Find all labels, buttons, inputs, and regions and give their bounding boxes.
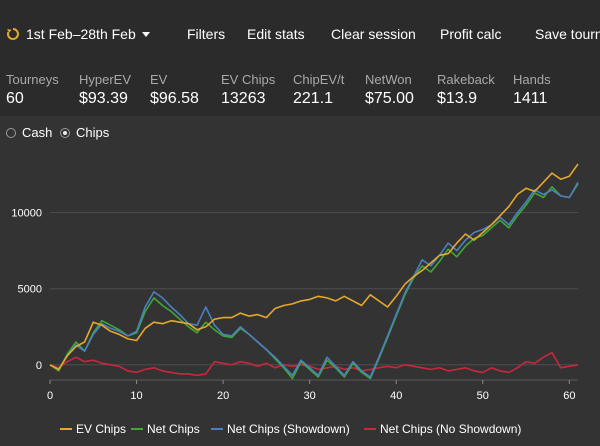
x-tick-label: 30 (304, 390, 316, 402)
radio-label: Chips (76, 125, 110, 140)
clear-session-button[interactable]: Clear session (331, 26, 416, 42)
stat-hyperev: HyperEV $93.39 (79, 72, 131, 108)
stat-value: 1411 (513, 90, 548, 107)
series-line-3 (49, 181, 579, 378)
stat-label: ChipEV/t (293, 72, 345, 87)
chart-svg: 0 5000 10000 0 10 20 30 40 50 60 EV Chips Net Chips… (11, 163, 579, 436)
save-tourn-button[interactable]: Save tourn (535, 26, 600, 42)
date-range-picker[interactable]: 1st Feb–28th Feb (6, 24, 150, 44)
stat-label: HyperEV (79, 72, 132, 87)
toolbar: 1st Feb–28th Feb Filters Edit stats Clea… (0, 0, 600, 66)
x-tick-label: 50 (477, 390, 489, 402)
stat-label: NetWon (365, 72, 412, 87)
stat-value: $75.00 (365, 90, 414, 107)
mode-radio-cash[interactable]: Cash (6, 125, 52, 140)
stat-value: $13.9 (437, 90, 478, 107)
filters-button[interactable]: Filters (187, 26, 226, 42)
profit-calc-button[interactable]: Profit calc (440, 26, 502, 42)
legend-label: Net Chips (No Showdown) (380, 422, 521, 436)
stat-chipev-per-tourney: ChipEV/t 221.1 (293, 72, 344, 108)
legend-label: Net Chips (147, 422, 200, 436)
x-tick-label: 60 (563, 390, 575, 402)
legend-label: Net Chips (Showdown) (227, 422, 350, 436)
y-tick-label: 0 (36, 360, 42, 372)
series-line-1 (49, 163, 579, 371)
mode-selector: Cash Chips (0, 116, 600, 150)
x-tick-label: 10 (130, 390, 142, 402)
x-tick-label: 40 (390, 390, 402, 402)
date-range-label: 1st Feb–28th Feb (26, 26, 136, 42)
legend-label: EV Chips (76, 422, 126, 436)
stat-value: $96.58 (150, 90, 199, 107)
stat-rakeback: Rakeback $13.9 (437, 72, 495, 108)
radio-circle (60, 127, 70, 138)
mode-radio-chips[interactable]: Chips (60, 125, 109, 140)
stats-bar: Tourneys 60 HyperEV $93.39 EV $96.58 EV … (0, 66, 600, 116)
y-tick-label: 10000 (11, 208, 42, 220)
stat-value: 13263 (221, 90, 266, 107)
stat-value: $93.39 (79, 90, 128, 107)
stat-ev: EV $96.58 (150, 72, 199, 108)
series-line-4 (49, 351, 579, 377)
stat-label: Hands (513, 72, 551, 87)
refresh-icon (6, 28, 19, 40)
radio-label: Cash (22, 125, 53, 140)
profit-chart: 0 5000 10000 0 10 20 30 40 50 60 EV Chips Net Chips… (0, 150, 600, 441)
x-tick-label: 0 (47, 390, 53, 402)
edit-stats-button[interactable]: Edit stats (247, 26, 305, 42)
stat-label: Rakeback (437, 72, 495, 87)
radio-circle (6, 127, 16, 138)
stat-ev-chips: EV Chips 13263 (221, 72, 275, 108)
y-tick-label: 5000 (18, 284, 42, 296)
x-tick-label: 20 (217, 390, 229, 402)
stat-hands: Hands 1411 (513, 72, 551, 108)
stat-netwon: NetWon $75.00 (365, 72, 414, 108)
stat-label: EV (150, 72, 168, 87)
stat-tourneys: Tourneys 60 (6, 72, 59, 108)
stat-label: EV Chips (221, 72, 276, 87)
stat-value: 221.1 (293, 90, 334, 107)
chevron-down-icon (141, 31, 150, 37)
stat-label: Tourneys (6, 72, 59, 87)
stat-value: 60 (6, 90, 24, 107)
